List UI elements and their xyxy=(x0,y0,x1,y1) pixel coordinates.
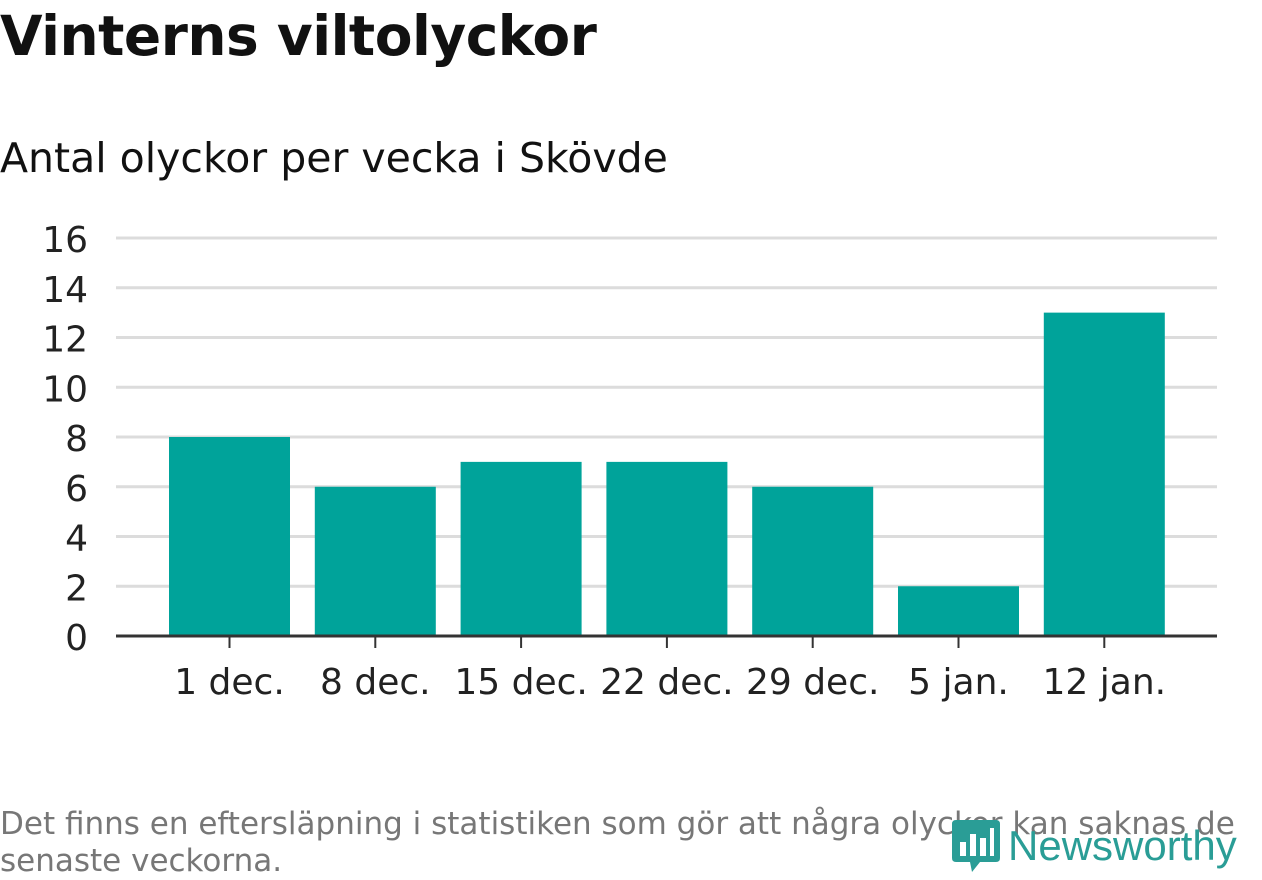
x-tick-label: 12 jan. xyxy=(1043,662,1167,703)
x-tick-label: 29 dec. xyxy=(746,662,880,703)
chart-subtitle: Antal olyckor per vecka i Skövde xyxy=(0,134,668,182)
bar xyxy=(1043,312,1165,636)
x-axis-tick-labels: 1 dec. 8 dec. 15 dec. 22 dec. 29 dec. 5 jan. 1… xyxy=(174,662,1166,703)
newsworthy-logo: Newsworthy xyxy=(950,814,1237,878)
bar xyxy=(752,486,874,636)
bar xyxy=(169,437,290,636)
footnote: Det finns en eftersläpning i statistiken… xyxy=(0,806,1235,879)
x-tick-label: 15 dec. xyxy=(454,662,588,703)
y-axis-tick-labels: 0 2 4 6 8 10 12 14 16 xyxy=(42,220,88,659)
y-tick-label: 10 xyxy=(42,369,88,410)
x-tick-label: 8 dec. xyxy=(320,662,431,703)
x-tick-label: 5 jan. xyxy=(908,662,1009,703)
y-tick-label: 0 xyxy=(65,618,88,659)
x-tick-label: 1 dec. xyxy=(174,662,285,703)
newsworthy-logo-icon xyxy=(952,820,1000,872)
y-tick-label: 4 xyxy=(65,519,88,560)
brand-name: Newsworthy xyxy=(1008,822,1237,869)
chart-title: Vinterns viltolyckor xyxy=(0,4,597,68)
bar xyxy=(314,486,436,636)
y-tick-label: 6 xyxy=(65,469,88,510)
bars xyxy=(169,312,1165,636)
y-tick-label: 14 xyxy=(42,270,88,311)
x-tick-label: 22 dec. xyxy=(600,662,734,703)
y-tick-label: 2 xyxy=(65,568,88,609)
x-axis xyxy=(116,634,1217,648)
y-tick-label: 8 xyxy=(65,419,88,460)
y-tick-label: 12 xyxy=(42,320,88,361)
bar xyxy=(460,461,582,636)
bar xyxy=(898,586,1019,636)
bar xyxy=(606,461,728,636)
y-tick-label: 16 xyxy=(42,220,88,261)
